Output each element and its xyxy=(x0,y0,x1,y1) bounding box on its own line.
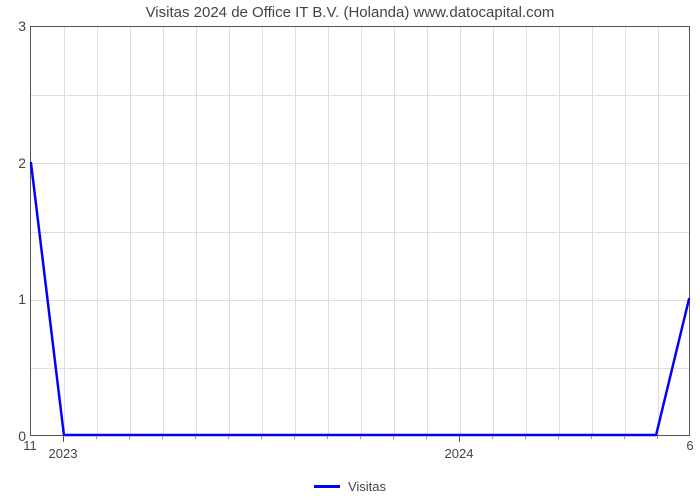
chart-container: Visitas 2024 de Office IT B.V. (Holanda)… xyxy=(0,0,700,500)
x-outside-left-label: 11 xyxy=(23,438,37,453)
x-tick-minor xyxy=(129,436,130,439)
x-tick-minor xyxy=(294,436,295,439)
x-tick-label-major: 2023 xyxy=(49,446,78,461)
x-tick-minor xyxy=(657,436,658,439)
plot-area xyxy=(30,26,690,436)
legend-item: Visitas xyxy=(314,479,386,494)
legend: Visitas xyxy=(0,475,700,494)
x-tick-minor xyxy=(228,436,229,439)
y-tick-label: 1 xyxy=(8,291,26,307)
x-tick-minor xyxy=(195,436,196,439)
x-tick-minor xyxy=(360,436,361,439)
x-tick-minor xyxy=(492,436,493,439)
x-tick-label-major: 2024 xyxy=(445,446,474,461)
x-tick-major xyxy=(459,436,460,442)
chart-title: Visitas 2024 de Office IT B.V. (Holanda)… xyxy=(0,4,700,21)
x-tick-minor xyxy=(558,436,559,439)
x-tick-minor xyxy=(591,436,592,439)
legend-label: Visitas xyxy=(348,479,386,494)
x-tick-minor xyxy=(393,436,394,439)
x-tick-minor xyxy=(261,436,262,439)
y-tick-label: 2 xyxy=(8,155,26,171)
legend-swatch-icon xyxy=(314,485,340,488)
x-tick-minor xyxy=(327,436,328,439)
x-tick-minor xyxy=(426,436,427,439)
series-line xyxy=(31,27,689,435)
x-tick-major xyxy=(63,436,64,442)
x-outside-right-label: 6 xyxy=(686,438,693,453)
x-tick-minor xyxy=(624,436,625,439)
y-tick-label: 3 xyxy=(8,18,26,34)
x-tick-minor xyxy=(96,436,97,439)
x-tick-minor xyxy=(162,436,163,439)
x-tick-minor xyxy=(525,436,526,439)
